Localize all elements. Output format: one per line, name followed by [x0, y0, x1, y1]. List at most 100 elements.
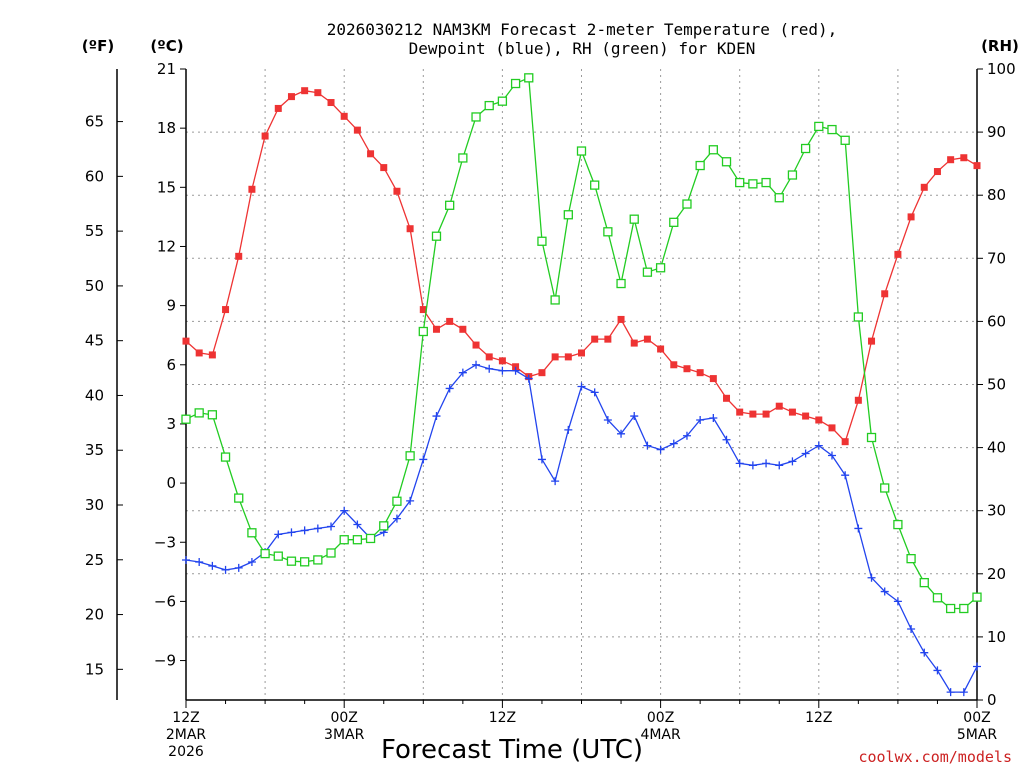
rh-point: [260, 548, 270, 559]
dewpoint-point: [854, 524, 863, 533]
rh-point: [800, 143, 811, 154]
temperature-point: [683, 365, 691, 373]
time-tick-label: 4MAR: [640, 727, 681, 743]
temperature-point: [762, 410, 770, 418]
dewpoint-point: [419, 455, 428, 464]
time-tick-label: 00Z: [647, 710, 674, 726]
temperature-point: [301, 87, 309, 95]
rh-point: [458, 153, 468, 163]
rh-point: [365, 533, 376, 544]
temperature-point: [287, 93, 295, 101]
dewpoint-point: [920, 648, 929, 657]
dewpoint-point: [445, 384, 454, 393]
temperature-point: [182, 337, 190, 345]
celsius-tick-label: 12: [157, 237, 176, 255]
celsius-tick-label: 6: [166, 356, 176, 374]
dewpoint-point: [867, 573, 876, 582]
rh-point: [524, 73, 534, 83]
dewpoint-point: [893, 597, 902, 606]
rh-point: [339, 535, 349, 545]
rh-point: [286, 556, 297, 566]
temperature-point: [907, 213, 915, 221]
rh-point: [866, 432, 877, 443]
fahrenheit-tick-label: 15: [85, 660, 104, 678]
temperature-point: [222, 306, 230, 314]
rh-point: [695, 160, 705, 171]
time-tick-label: 2MAR: [166, 727, 207, 743]
temperature-point: [419, 306, 427, 314]
rh-point: [497, 96, 508, 106]
rh-point: [853, 312, 863, 322]
dewpoint-point: [656, 445, 665, 454]
dewpoint-point: [827, 451, 836, 460]
time-tick-label: 12Z: [172, 710, 199, 726]
temperature-point: [854, 396, 862, 404]
dewpoint-point: [814, 441, 823, 450]
rh-point: [603, 227, 613, 237]
temperature-point: [920, 183, 928, 191]
dewpoint-point: [590, 388, 599, 397]
fahrenheit-tick-label: 55: [85, 222, 104, 240]
celsius-axis-unit: (ºC): [150, 37, 183, 55]
rh-point: [945, 603, 956, 614]
temperature-point: [564, 353, 572, 361]
rh-point: [392, 496, 402, 506]
rh-point: [181, 414, 191, 424]
fahrenheit-tick-label: 35: [85, 441, 104, 459]
dewpoint-point: [748, 461, 757, 470]
rh-point: [418, 326, 428, 337]
dewpoint-point: [511, 366, 520, 375]
rh-point: [431, 231, 442, 241]
dewpoint-point: [696, 415, 705, 424]
celsius-tick-label: 9: [166, 297, 176, 315]
temperature-point: [815, 416, 823, 424]
rh-point: [682, 199, 692, 209]
temperature-point: [749, 410, 757, 418]
dewpoint-point: [801, 449, 810, 458]
rh-point: [774, 193, 784, 203]
dewpoint-point: [182, 555, 190, 564]
fahrenheit-tick-label: 30: [85, 496, 104, 514]
temperature-point: [578, 349, 585, 357]
time-tick-label: 12Z: [805, 710, 832, 726]
celsius-tick-label: 0: [166, 474, 176, 492]
rh-point: [299, 557, 310, 567]
temperature-point: [485, 353, 493, 361]
dewpoint-point: [735, 459, 744, 468]
x-axis-label: Forecast Time (UTC): [381, 735, 643, 765]
temperature-point: [248, 185, 256, 193]
temperature-point: [630, 339, 638, 347]
temperature-point: [604, 335, 612, 343]
rh-tick-label: 10: [987, 628, 1006, 646]
dewpoint-point: [603, 415, 612, 424]
dewpoint-point: [946, 688, 955, 697]
temperature-point: [670, 361, 678, 369]
rh-point: [629, 214, 639, 224]
temperature-point: [828, 424, 836, 432]
temperature-point: [393, 187, 401, 195]
temperature-point: [353, 126, 361, 134]
dewpoint-point: [313, 524, 322, 533]
rh-point: [510, 78, 521, 89]
dewpoint-point: [353, 520, 362, 529]
temperature-point: [973, 162, 981, 170]
temperature-point: [274, 104, 282, 112]
temperature-point: [459, 325, 467, 333]
dewpoint-point: [775, 461, 784, 470]
dewpoint-point: [221, 565, 230, 574]
temperature-point: [723, 394, 731, 402]
celsius-tick-label: 18: [157, 119, 176, 137]
dewpoint-point: [327, 522, 336, 531]
celsius-tick-label: 21: [157, 60, 176, 78]
rh-point: [550, 295, 560, 305]
temperature-point: [261, 132, 269, 140]
fahrenheit-tick-label: 65: [85, 113, 104, 131]
dewpoint-point: [551, 477, 560, 486]
rh-axis-unit: (RH): [981, 37, 1019, 55]
rh-point: [313, 555, 323, 565]
dewpoint-point: [973, 662, 981, 671]
dewpoint-point: [406, 496, 415, 505]
dewpoint-point: [682, 431, 691, 440]
dewpoint-point: [498, 366, 507, 375]
